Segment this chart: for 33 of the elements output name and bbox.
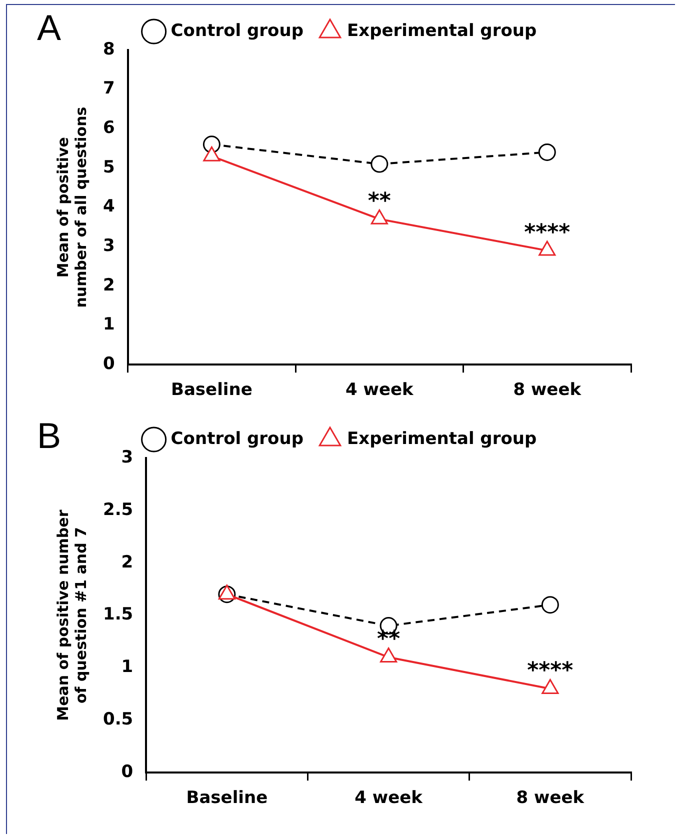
x-tick-label: 8 week xyxy=(513,380,582,400)
y-tick-label: 0 xyxy=(102,354,115,374)
y-tick-label: 3 xyxy=(102,236,115,256)
x-tick-label: 4 week xyxy=(346,380,414,400)
chart-title: A xyxy=(37,7,62,49)
y-tick-label: 2 xyxy=(121,552,134,572)
x-tick-label: Baseline xyxy=(171,380,252,400)
y-tick-label: 0.5 xyxy=(102,710,134,730)
legend-label: Experimental group xyxy=(347,428,537,449)
y-tick-label: 2.5 xyxy=(102,500,134,520)
legend-label: Experimental group xyxy=(347,20,537,41)
legend-label: Control group xyxy=(170,20,304,41)
y-tick-label: 3 xyxy=(121,447,134,468)
x-tick-label: Baseline xyxy=(186,788,268,808)
legend-label: Control group xyxy=(170,428,304,449)
y-tick-label: 1 xyxy=(121,657,134,678)
y-tick-label: 1 xyxy=(102,314,115,335)
y-axis-title: Mean of positive number of all questions xyxy=(54,106,90,308)
y-tick-label: 1.5 xyxy=(102,604,134,625)
x-tick-label: 8 week xyxy=(516,788,585,808)
y-tick-label: 7 xyxy=(102,78,115,99)
annotation: **** xyxy=(524,220,571,246)
y-tick-label: 0 xyxy=(121,762,134,782)
chart-title: B xyxy=(37,415,62,457)
annotation: ** xyxy=(368,188,392,214)
annotation: **** xyxy=(527,658,574,684)
y-tick-label: 2 xyxy=(102,275,115,296)
y-tick-label: 8 xyxy=(102,39,115,60)
x-tick-label: 4 week xyxy=(354,788,424,808)
y-axis-title: Mean of positive number of question #1 and 7 xyxy=(54,509,90,721)
y-tick-label: 6 xyxy=(102,118,115,138)
y-tick-label: 5 xyxy=(102,157,115,178)
y-tick-label: 4 xyxy=(102,196,115,217)
